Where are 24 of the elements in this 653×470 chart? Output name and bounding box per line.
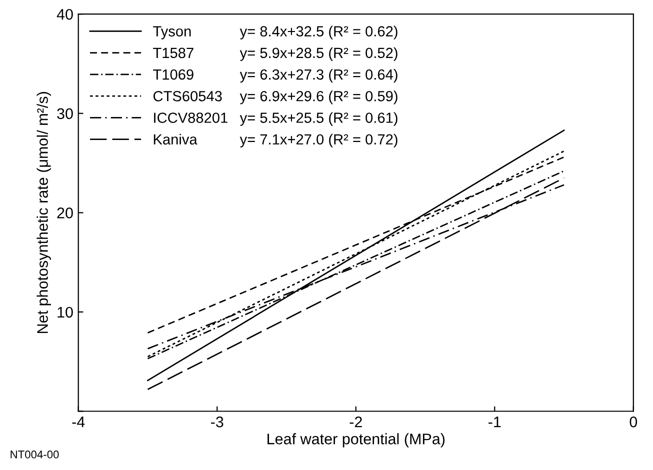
legend-label: Tyson xyxy=(153,26,191,40)
annotation: y= 8.4x+32.5 (R² = 0.62) xyxy=(240,26,398,40)
legend-label: T1069 xyxy=(153,69,194,80)
annotation: y= 5.9x+28.5 (R² = 0.52) xyxy=(240,47,398,61)
y-axis-title: Net photosynthetic rate (μmol/ m²/s) xyxy=(36,92,51,333)
x-tick-label: -3 xyxy=(211,416,224,428)
legend-label: CTS60543 xyxy=(153,90,222,102)
legend-label: ICCV88201 xyxy=(154,112,228,123)
annotation: y= 5.5x+25.5 (R² = 0.61) xyxy=(240,112,398,126)
y-tick-label: 20 xyxy=(57,208,73,218)
legend-label: T1587 xyxy=(153,48,194,58)
text: NT004-00 xyxy=(10,450,59,458)
x-tick-label: -4 xyxy=(72,416,85,428)
y-tick-label: 40 xyxy=(56,8,73,20)
y-tick-label: 30 xyxy=(57,108,73,120)
annotation: y= 6.3x+27.3 (R² = 0.64) xyxy=(240,68,398,83)
x-tick-label: -1 xyxy=(488,416,501,428)
x-axis-title: Leaf water potential (MPa) xyxy=(268,433,445,448)
annotation: y= 7.1x+27.0 (R² = 0.72) xyxy=(240,134,398,148)
y-tick-label: 10 xyxy=(58,306,73,318)
annotation: y= 6.9x+29.6 (R² = 0.59) xyxy=(240,90,398,104)
x-tick-label: -2 xyxy=(350,416,362,428)
legend-label: Kaniva xyxy=(154,134,198,145)
x-tick-label: 0 xyxy=(630,416,638,428)
